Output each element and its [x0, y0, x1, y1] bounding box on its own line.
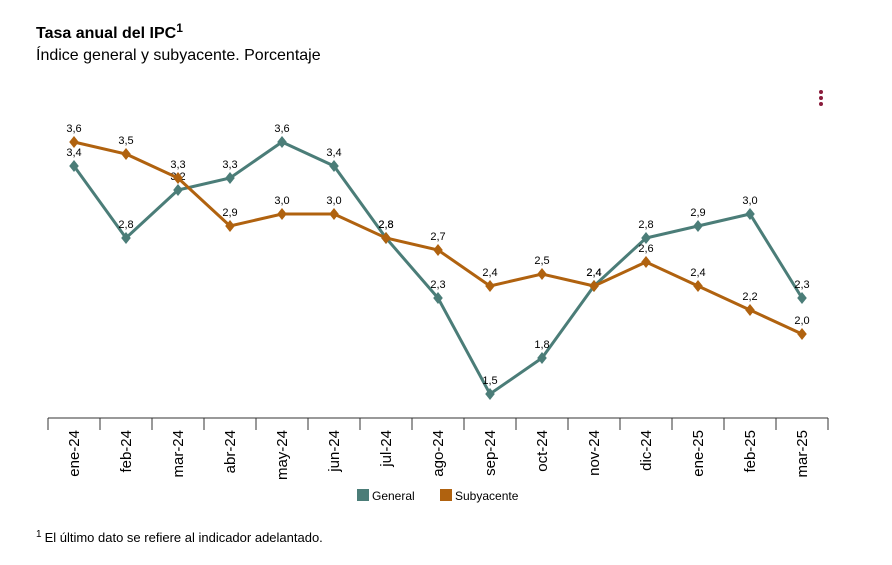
marker	[69, 160, 79, 172]
x-tick-label: nov-24	[586, 430, 603, 476]
value-label: 3,3	[222, 159, 237, 171]
marker	[745, 208, 755, 220]
marker	[797, 328, 807, 340]
legend-label: General	[372, 489, 415, 503]
title-footnote-mark: 1	[176, 21, 183, 35]
chart-title: Tasa anual del IPC1	[36, 21, 183, 42]
value-label: 3,6	[66, 123, 81, 135]
marker	[381, 232, 391, 244]
marker	[797, 292, 807, 304]
marker	[641, 232, 651, 244]
value-label: 3,4	[66, 147, 81, 159]
x-tick-label: jun-24	[326, 430, 343, 473]
marker	[69, 136, 79, 148]
value-label: 2,8	[378, 219, 393, 231]
footnote-mark: 1	[36, 529, 42, 540]
value-label: 1,8	[534, 339, 549, 351]
value-label: 2,3	[794, 279, 809, 291]
marker	[485, 388, 495, 400]
marker	[329, 160, 339, 172]
value-label: 3,6	[274, 123, 289, 135]
value-label: 2,9	[690, 207, 705, 219]
x-tick-label: jul-24	[378, 430, 395, 468]
value-label: 2,4	[482, 267, 497, 279]
value-label: 2,8	[118, 219, 133, 231]
value-label: 3,0	[742, 195, 757, 207]
value-label: 3,0	[274, 195, 289, 207]
legend-swatch	[357, 489, 369, 501]
marker	[745, 304, 755, 316]
marker	[589, 280, 599, 292]
marker	[277, 136, 287, 148]
marker	[693, 220, 703, 232]
value-label: 2,5	[534, 255, 549, 267]
marker	[121, 232, 131, 244]
chart-subtitle: Índice general y subyacente. Porcentaje	[36, 45, 321, 64]
value-label: 3,0	[326, 195, 341, 207]
legend-label: Subyacente	[455, 489, 519, 503]
marker	[433, 292, 443, 304]
marker	[641, 256, 651, 268]
x-tick-label: abr-24	[222, 430, 239, 473]
x-tick-label: oct-24	[534, 430, 551, 472]
marker	[173, 184, 183, 196]
x-tick-label: mar-24	[170, 430, 187, 478]
x-tick-label: sep-24	[482, 430, 499, 476]
value-label: 2,4	[690, 267, 705, 279]
value-label: 2,9	[222, 207, 237, 219]
marker	[485, 280, 495, 292]
value-label: 3,5	[118, 135, 133, 147]
value-label: 2,0	[794, 315, 809, 327]
marker	[537, 352, 547, 364]
value-label: 3,4	[326, 147, 341, 159]
value-label: 2,6	[638, 243, 653, 255]
x-tick-label: ene-24	[66, 430, 83, 477]
marker	[225, 220, 235, 232]
value-label: 1,5	[482, 375, 497, 387]
marker	[329, 208, 339, 220]
x-tick-label: ago-24	[430, 430, 447, 477]
menu-button[interactable]	[819, 90, 823, 106]
x-tick-label: ene-25	[690, 430, 707, 477]
footnote: 1 El último dato se refiere al indicador …	[36, 529, 323, 545]
marker	[693, 280, 703, 292]
value-label: 2,8	[378, 219, 393, 231]
value-label: 2,3	[430, 279, 445, 291]
value-label: 2,4	[586, 267, 601, 279]
x-tick-label: dic-24	[638, 430, 655, 471]
legend-swatch	[440, 489, 452, 501]
marker	[537, 268, 547, 280]
x-tick-label: mar-25	[794, 430, 811, 478]
x-tick-label: feb-24	[118, 430, 135, 473]
footnote-text: El último dato se refiere al indicador a…	[45, 530, 323, 545]
marker	[277, 208, 287, 220]
title-text: Tasa anual del IPC	[36, 25, 177, 42]
x-tick-label: feb-25	[742, 430, 759, 473]
marker	[225, 172, 235, 184]
value-label: 3,3	[170, 159, 185, 171]
marker	[433, 244, 443, 256]
x-tick-label: may-24	[274, 430, 291, 480]
marker	[173, 172, 183, 184]
value-label: 2,4	[586, 267, 601, 279]
value-label: 2,7	[430, 231, 445, 243]
value-label: 2,2	[742, 291, 757, 303]
value-label: 2,8	[638, 219, 653, 231]
marker	[121, 148, 131, 160]
